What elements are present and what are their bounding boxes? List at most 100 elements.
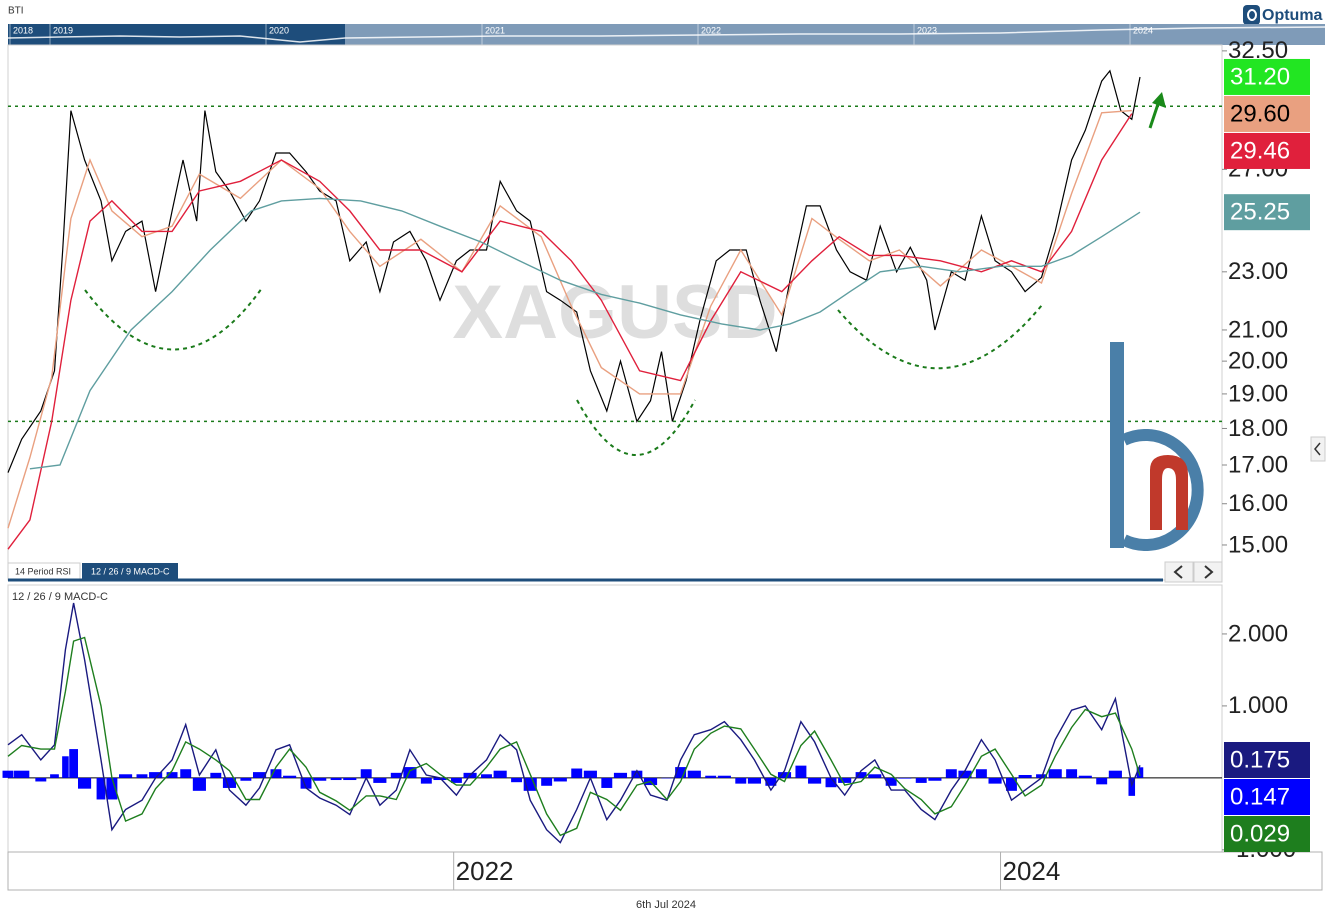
histogram-bar xyxy=(192,777,206,791)
histogram-bar xyxy=(571,768,583,778)
histogram-bar xyxy=(765,777,777,786)
tab-label: 14 Period RSI xyxy=(15,566,71,576)
histogram-bar xyxy=(252,772,267,778)
scroll-right[interactable] xyxy=(1193,561,1223,583)
histogram-bar xyxy=(777,772,792,778)
series-line xyxy=(7,69,1141,473)
histogram-bar xyxy=(631,770,643,778)
histogram-bar xyxy=(35,777,47,782)
x-tick-label: 2024 xyxy=(1003,856,1061,886)
indicator-tabs: 14 Period RSI 12 / 26 / 9 MACD-C xyxy=(7,436,1326,583)
histogram-bar xyxy=(885,777,897,786)
value-box-label: 0.029 xyxy=(1230,820,1290,847)
series-line xyxy=(7,109,1132,529)
value-box xyxy=(1224,194,1310,231)
histogram-bar xyxy=(14,770,30,778)
navigator-year: 2021 xyxy=(485,25,505,35)
symbol-label: BTI xyxy=(8,6,24,17)
histogram-bar xyxy=(343,777,357,781)
value-box xyxy=(1224,58,1310,95)
value-box-label: 29.46 xyxy=(1230,137,1290,164)
histogram-bar xyxy=(705,775,717,778)
histogram-bar xyxy=(390,772,402,778)
histogram-bar xyxy=(240,777,252,781)
value-box xyxy=(1224,779,1310,815)
histogram-bar xyxy=(69,749,78,778)
y-tick-label: 20.00 xyxy=(1228,347,1288,374)
histogram-bar xyxy=(1066,769,1078,778)
histogram-bar xyxy=(868,774,882,778)
histogram-bar xyxy=(675,767,687,778)
histogram-bar xyxy=(210,772,222,778)
logo-mark xyxy=(1247,9,1258,21)
price-panel: XAGUSD32.5027.0023.0021.0020.0019.0018.0… xyxy=(7,37,1310,558)
histogram-bar xyxy=(808,777,822,784)
histogram-bar xyxy=(166,772,178,778)
series-line xyxy=(29,197,1141,470)
histogram-bar xyxy=(1048,769,1062,778)
histogram-bar xyxy=(50,774,59,778)
histogram-bar xyxy=(1136,767,1144,778)
arrow-shaft xyxy=(1148,103,1160,129)
pattern-annotations xyxy=(84,287,1043,456)
histogram-bar xyxy=(360,769,372,778)
histogram-bar xyxy=(747,777,762,784)
histogram-bar xyxy=(433,777,447,781)
histogram-bar xyxy=(450,777,462,783)
histogram-bar xyxy=(928,777,942,781)
histogram-bar xyxy=(136,774,148,778)
y-tick-label: 19.00 xyxy=(1228,380,1288,407)
histogram-bar xyxy=(735,777,747,784)
navigator[interactable]: 2018 2019 2020 2021 2022 2023 2024 xyxy=(7,24,1326,45)
side-toggle[interactable] xyxy=(1310,436,1326,462)
histogram-bar xyxy=(1078,775,1092,778)
navigator-year: 2022 xyxy=(701,25,721,35)
histogram-bar xyxy=(62,756,69,778)
histogram-bar xyxy=(149,772,163,778)
histogram-bar xyxy=(958,770,972,778)
logo-icon xyxy=(1243,5,1260,25)
tab-active[interactable] xyxy=(82,563,178,580)
scroll-left[interactable] xyxy=(1164,561,1194,583)
cup-arc xyxy=(576,399,696,456)
x-tick-label: 2022 xyxy=(456,856,514,886)
histogram-bar xyxy=(541,777,553,786)
histogram-bar xyxy=(180,769,192,778)
logo-text: Optuma xyxy=(1262,7,1323,24)
y-tick-label: 21.00 xyxy=(1228,316,1288,343)
logo-bowl xyxy=(1121,429,1204,551)
histogram-bar xyxy=(222,777,237,788)
histogram-bar xyxy=(988,777,1002,784)
navigator-year: 2020 xyxy=(269,25,289,35)
histogram-bar xyxy=(511,777,523,783)
histogram-bar xyxy=(601,777,613,788)
y-tick-label: 1.000 xyxy=(1228,692,1288,719)
value-box xyxy=(1224,742,1310,778)
macd-panel-title: 12 / 26 / 9 MACD-C xyxy=(12,591,108,603)
value-box-label: 29.60 xyxy=(1230,100,1290,127)
value-box-label: 31.20 xyxy=(1230,63,1290,90)
value-box xyxy=(1224,132,1310,169)
value-box-label: 25.25 xyxy=(1230,199,1290,226)
navigator-year: 2019 xyxy=(53,25,73,35)
navigator-year: 2024 xyxy=(1133,25,1153,35)
y-tick-label: 18.00 xyxy=(1228,415,1288,442)
histogram-bar xyxy=(330,777,342,781)
histogram-bar xyxy=(661,777,673,779)
navigator-window[interactable] xyxy=(8,24,345,45)
chevron-side xyxy=(1314,442,1321,456)
histogram-bar xyxy=(313,777,327,781)
histogram-bar xyxy=(2,770,14,778)
histogram-bar xyxy=(270,769,282,778)
y-tick-label: 16.00 xyxy=(1228,490,1288,517)
histogram-bar xyxy=(493,770,507,778)
chevron-right xyxy=(1204,565,1214,579)
histogram-bar xyxy=(1005,777,1017,791)
navigator-sparkline xyxy=(7,26,1326,43)
y-tick-label: 23.00 xyxy=(1228,258,1288,285)
histogram-bar xyxy=(825,777,837,788)
histogram-bar xyxy=(96,777,106,800)
navigator-year: 2018 xyxy=(13,25,33,35)
histogram-bar xyxy=(420,777,432,784)
